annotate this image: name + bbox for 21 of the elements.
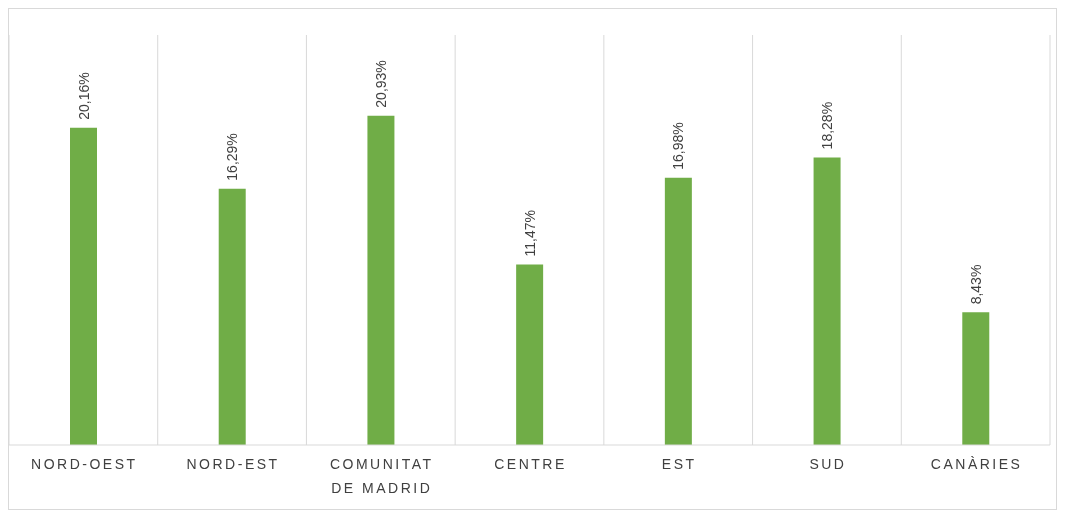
x-tick-label: CANÀRIES: [930, 456, 1023, 472]
x-tick-label: NORD-EST: [186, 456, 280, 472]
x-tick-label: EST: [661, 456, 697, 472]
data-label: 18,28%: [819, 101, 836, 150]
data-label: 11,47%: [521, 210, 538, 257]
x-tick-label: CENTRE: [494, 456, 567, 472]
data-label: 20,16%: [75, 72, 92, 120]
bar: [516, 264, 544, 445]
bar: [367, 115, 395, 445]
data-label: 16,29%: [224, 133, 241, 181]
bar: [664, 177, 692, 445]
x-tick-label: NORD-OEST: [31, 456, 138, 472]
data-label: 8,43%: [967, 264, 984, 305]
data-label: 20,93%: [372, 60, 389, 108]
bar: [962, 312, 990, 445]
x-tick-label: COMUNITAT DE MADRID: [329, 456, 434, 496]
bar: [218, 188, 246, 445]
x-tick-label: SUD: [809, 456, 847, 472]
bar: [813, 157, 841, 445]
data-label: 16,98%: [670, 122, 687, 170]
bar: [70, 127, 97, 445]
